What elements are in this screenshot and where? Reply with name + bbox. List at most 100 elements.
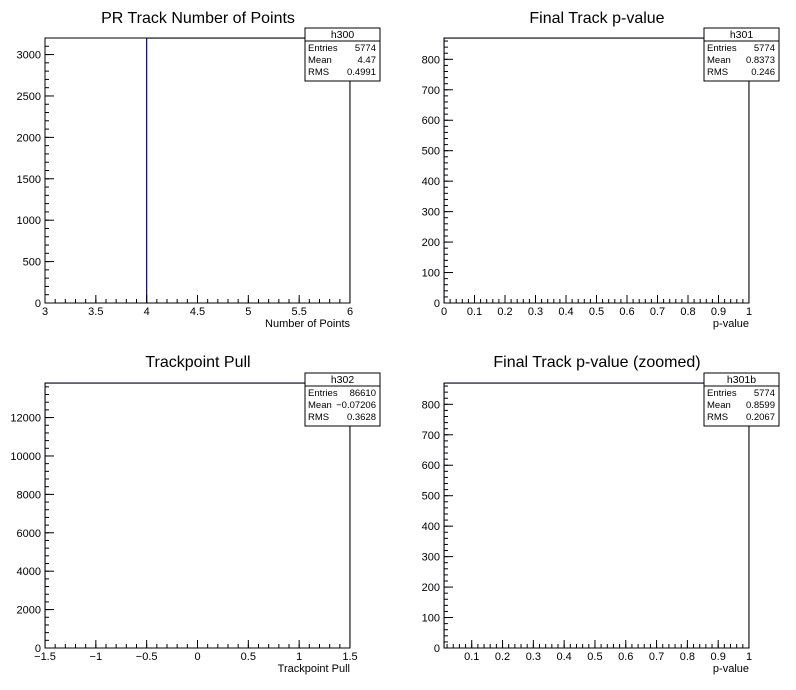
- y-tick-label: 200: [422, 582, 440, 594]
- plot-frame: [443, 382, 750, 649]
- x-tick-label: 0.5: [589, 306, 604, 318]
- y-tick-label: 2000: [17, 132, 41, 144]
- y-tick-label: 200: [422, 237, 440, 249]
- y-tick-label: 300: [422, 207, 440, 219]
- stats-box: h302 Entries 86610 Mean −0.07206 RMS 0.3628: [304, 372, 381, 427]
- chart-title: Trackpoint Pull: [145, 354, 250, 371]
- x-tick-label: 0.4: [557, 651, 572, 663]
- y-tick-label: 6000: [17, 528, 41, 540]
- stats-row-value: 5774: [355, 43, 376, 54]
- y-tick-label: 2000: [17, 605, 41, 617]
- y-tick-label: 0: [434, 643, 440, 655]
- y-tick-label: 3000: [17, 50, 41, 62]
- stats-row-label: Mean: [308, 55, 332, 66]
- stats-box-name: h300: [331, 29, 355, 41]
- stats-row-label: Entries: [707, 43, 737, 54]
- x-tick-label: 3.5: [88, 306, 103, 318]
- y-tick-label: 4000: [17, 566, 41, 578]
- stats-box: h301b Entries 5774 Mean 0.8599 RMS 0.2067: [703, 372, 780, 427]
- stats-row-value: 86610: [350, 388, 376, 399]
- stats-row-value: 0.4991: [347, 67, 376, 78]
- x-tick-label: 5.5: [292, 306, 307, 318]
- y-tick-label: 1000: [17, 215, 41, 227]
- x-tick-label: 1.5: [342, 651, 357, 663]
- y-tick-label: 2500: [17, 91, 41, 103]
- histogram-series: [444, 383, 749, 648]
- x-tick-label: 0.9: [711, 306, 726, 318]
- x-tick-label: 0.3: [528, 306, 543, 318]
- stats-box-name: h301: [730, 29, 754, 41]
- y-tick-label: 600: [422, 460, 440, 472]
- x-tick-label: 1: [746, 651, 752, 663]
- stats-row-value: 0.8599: [746, 400, 775, 411]
- stats-row-label: RMS: [308, 67, 329, 78]
- x-tick-label: 1: [746, 306, 752, 318]
- y-tick-label: 1500: [17, 174, 41, 186]
- stats-row-value: 5774: [754, 388, 775, 399]
- x-tick-label: 4.5: [190, 306, 205, 318]
- chart-title: Final Track p-value: [529, 10, 664, 27]
- plot-frame: [443, 37, 750, 304]
- y-tick-label: 600: [422, 115, 440, 127]
- stats-box-name: h301b: [727, 374, 756, 386]
- y-tick-label: 100: [422, 613, 440, 625]
- x-tick-label: 0.3: [526, 651, 541, 663]
- x-tick-label: −1.5: [34, 651, 56, 663]
- stats-row-label: Mean: [308, 400, 332, 411]
- stats-row-label: RMS: [707, 67, 728, 78]
- x-tick-label: −0.5: [136, 651, 158, 663]
- x-tick-label: 0: [441, 306, 447, 318]
- plot-frame: [44, 382, 351, 649]
- x-tick-label: 0.9: [711, 651, 726, 663]
- y-tick-label: 700: [422, 85, 440, 97]
- x-tick-label: 0.4: [558, 306, 573, 318]
- y-tick-label: 400: [422, 521, 440, 533]
- y-tick-label: 10000: [10, 451, 41, 463]
- stats-row-label: Entries: [707, 388, 737, 399]
- y-tick-label: 300: [422, 552, 440, 564]
- x-tick-label: 0.2: [495, 651, 510, 663]
- stats-box: h301 Entries 5774 Mean 0.8373 RMS 0.246: [703, 27, 780, 82]
- x-tick-label: 0.8: [680, 306, 695, 318]
- stats-row-value: 0.8373: [746, 55, 775, 66]
- x-axis-label: p-value: [713, 318, 749, 330]
- x-tick-label: 0.5: [241, 651, 256, 663]
- x-tick-label: 0.8: [680, 651, 695, 663]
- x-tick-label: 0.1: [467, 306, 482, 318]
- chart-title: PR Track Number of Points: [101, 10, 295, 27]
- histogram-series: [45, 383, 350, 648]
- y-tick-label: 500: [422, 491, 440, 503]
- y-tick-label: 0: [35, 643, 41, 655]
- y-tick-label: 12000: [10, 413, 41, 425]
- x-tick-label: 0.1: [464, 651, 479, 663]
- x-axis-label: Trackpoint Pull: [278, 663, 350, 675]
- y-tick-label: 500: [422, 146, 440, 158]
- x-tick-label: 0.2: [497, 306, 512, 318]
- y-tick-label: 8000: [17, 489, 41, 501]
- x-tick-label: 0.5: [587, 651, 602, 663]
- stats-row-label: Entries: [308, 43, 338, 54]
- stats-box-frame: [304, 372, 381, 427]
- stats-row-value: 0.3628: [347, 412, 376, 423]
- stats-box: h300 Entries 5774 Mean 4.47 RMS 0.4991: [304, 27, 381, 82]
- y-tick-label: 500: [23, 257, 41, 269]
- x-tick-label: 4: [144, 306, 150, 318]
- y-tick-label: 800: [422, 399, 440, 411]
- stats-box-frame: [703, 372, 780, 427]
- x-tick-label: 0.6: [618, 651, 633, 663]
- histogram-series: [444, 38, 749, 303]
- stats-row-value: 0.246: [751, 67, 775, 78]
- x-tick-label: 1: [296, 651, 302, 663]
- stats-row-label: RMS: [308, 412, 329, 423]
- y-tick-label: 800: [422, 54, 440, 66]
- plot-frame: [44, 37, 351, 304]
- stats-box-frame: [304, 27, 381, 82]
- stats-row-value: 0.2067: [746, 412, 775, 423]
- chart-panel-0: PR Track Number of Points 3 3.5 4 4.5 5 5.5 6Nu…: [17, 10, 381, 330]
- stats-box-name: h302: [331, 374, 355, 386]
- x-tick-label: 5: [245, 306, 251, 318]
- x-tick-label: 0: [194, 651, 200, 663]
- stats-row-value: 5774: [754, 43, 775, 54]
- y-tick-label: 400: [422, 176, 440, 188]
- histogram-series: [146, 38, 350, 303]
